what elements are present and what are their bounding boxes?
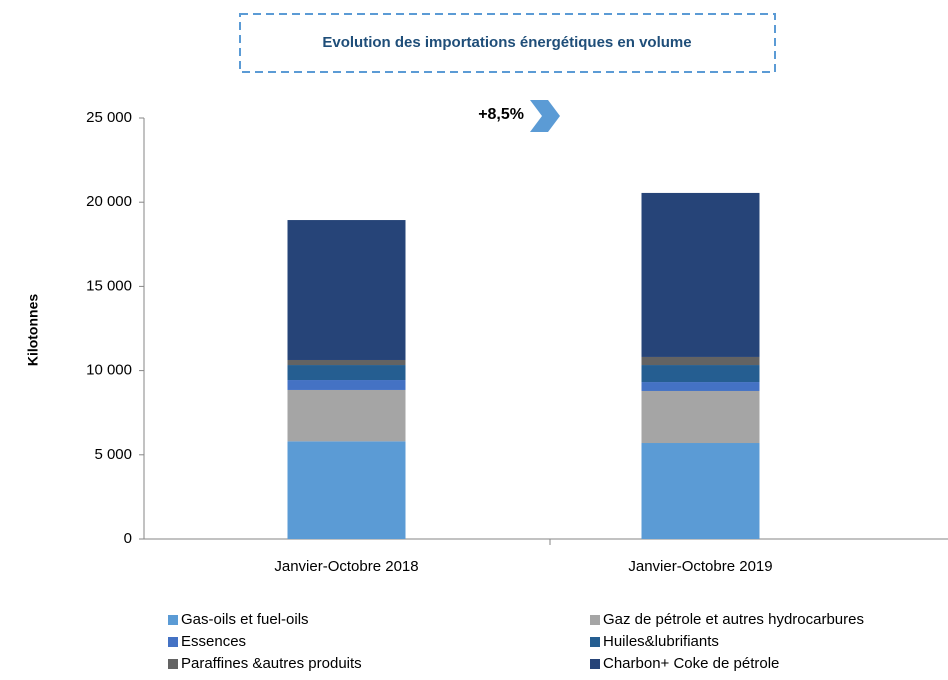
y-tick-label: 15 000 xyxy=(86,277,132,294)
bar-segment xyxy=(287,359,406,366)
legend-swatch xyxy=(590,637,600,647)
y-tick-label: 0 xyxy=(124,530,132,547)
bar-segment xyxy=(641,365,760,383)
legend-swatch xyxy=(590,659,600,669)
legend-swatch xyxy=(168,637,178,647)
y-tick-label: 20 000 xyxy=(86,193,132,210)
bar-segment xyxy=(641,443,760,539)
y-tick-label: 5 000 xyxy=(94,446,132,463)
bar-segment xyxy=(287,380,406,390)
x-tick-label: Janvier-Octobre 2018 xyxy=(274,558,418,575)
x-tick-label: Janvier-Octobre 2019 xyxy=(628,558,772,575)
legend-label: Gaz de pétrole et autres hydrocarbures xyxy=(603,611,864,628)
annotation: +8,5% xyxy=(478,106,524,123)
bar-segment xyxy=(287,441,406,539)
title-box xyxy=(239,13,776,73)
legend-label: Essences xyxy=(181,633,246,650)
legend-label: Paraffines &autres produits xyxy=(181,655,362,672)
bar-segment xyxy=(641,192,760,357)
y-tick-label: 10 000 xyxy=(86,362,132,379)
y-axis-label: Kilotonnes xyxy=(25,294,41,367)
legend-label: Charbon+ Coke de pétrole xyxy=(603,655,779,672)
arrow-icon xyxy=(530,100,560,132)
legend-swatch xyxy=(168,615,178,625)
legend-label: Huiles&lubrifiants xyxy=(603,633,719,650)
bar-segment xyxy=(287,365,406,381)
y-tick-label: 25 000 xyxy=(86,109,132,126)
bar-segment xyxy=(641,390,760,444)
bar-segment xyxy=(641,356,760,366)
legend-swatch xyxy=(168,659,178,669)
bar-segment xyxy=(287,389,406,442)
legend-swatch xyxy=(590,615,600,625)
bar-segment xyxy=(641,382,760,391)
bar-segment xyxy=(287,220,406,360)
chart-title: Evolution des importations énergétiques … xyxy=(322,34,691,51)
legend-label: Gas-oils et fuel-oils xyxy=(181,611,309,628)
